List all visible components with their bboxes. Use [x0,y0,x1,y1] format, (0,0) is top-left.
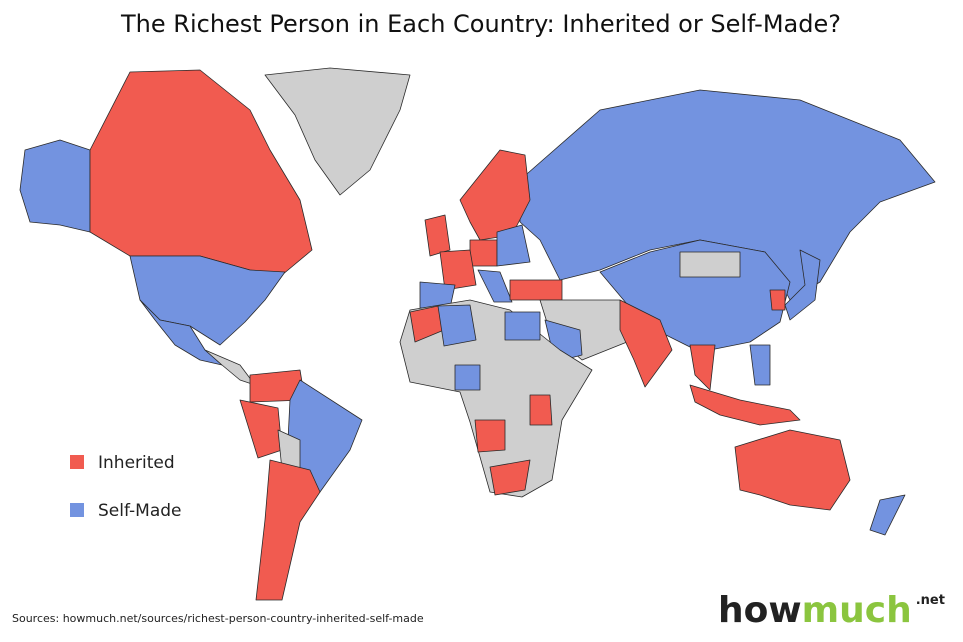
title: The Richest Person in Each Country: Inhe… [120,10,841,38]
alaska [19,139,91,233]
source: Sources: howmuch.net/sources/richest-per… [12,612,424,625]
uk [424,214,451,257]
peru [239,399,283,459]
australia [734,429,851,511]
poland-east-europe [496,224,531,267]
chile-argentina [255,459,321,601]
canada [89,69,313,276]
japan [784,249,821,321]
legend-label: Self-Made [98,501,182,521]
legend-swatch [70,455,84,469]
legend-swatch [70,503,84,517]
france [439,249,477,291]
algeria [437,304,477,347]
korea [769,289,786,311]
italy [477,269,513,303]
central-america [204,349,256,386]
turkey [509,279,563,301]
world-map [19,67,936,601]
logo-net: .net [916,593,945,608]
egypt [504,311,541,341]
new-zealand [869,494,906,536]
philippines [749,344,771,386]
logo: howmuch .net [718,590,945,631]
angola [474,419,506,453]
mongolia [679,251,741,278]
south-africa [489,459,531,496]
kenya [529,394,553,426]
greenland [264,67,411,196]
scandinavia [459,149,531,241]
thailand [689,344,716,391]
legend-label: Inherited [98,453,175,473]
india [619,299,673,388]
logo-much: much [802,590,912,631]
nigeria [454,364,481,391]
germany [469,239,498,267]
indonesia [689,384,801,426]
logo-how: how [718,590,802,631]
